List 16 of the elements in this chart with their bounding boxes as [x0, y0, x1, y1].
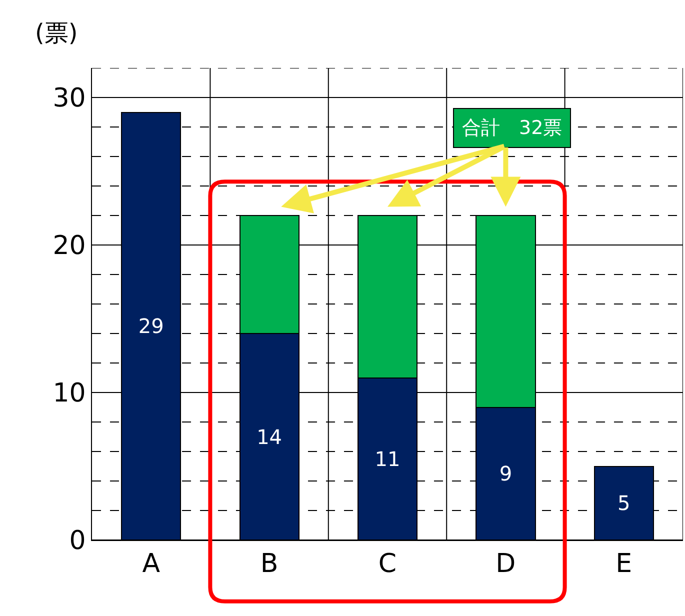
data-label: 5 — [618, 491, 630, 516]
x-tick-label: C — [378, 549, 397, 580]
data-label: 14 — [256, 424, 282, 449]
data-label: 29 — [138, 314, 164, 338]
data-label: 11 — [374, 446, 400, 471]
x-tick-label: E — [616, 549, 632, 580]
x-tick-label: B — [260, 549, 278, 580]
annotation: 合計 32票 — [462, 117, 562, 139]
y-tick-label: 20 — [52, 231, 86, 262]
y-axis-title: (票) — [35, 19, 78, 47]
y-tick-label: 10 — [52, 378, 86, 409]
x-tick-label: D — [496, 549, 516, 580]
x-tick-label: A — [142, 549, 160, 580]
y-tick-label: 30 — [52, 84, 86, 114]
y-tick-label: 0 — [69, 526, 86, 556]
data-label: 9 — [499, 462, 512, 486]
